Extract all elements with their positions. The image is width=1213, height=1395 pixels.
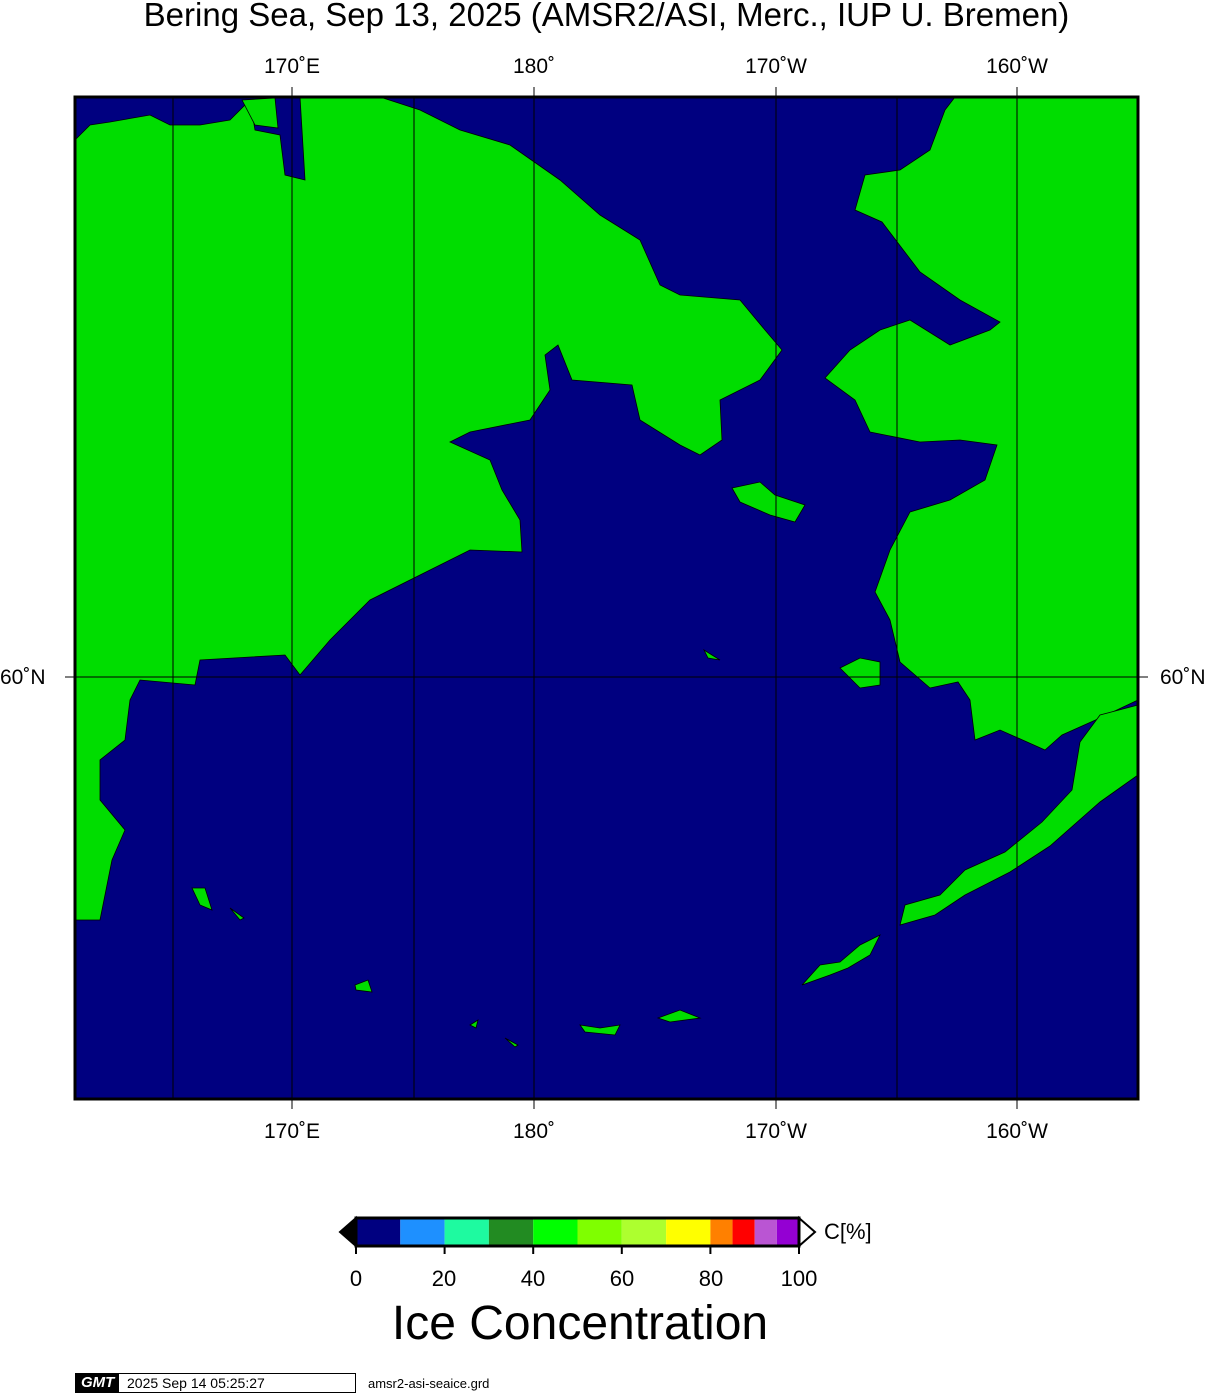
colorbar-bin	[621, 1218, 667, 1246]
colorbar-tick: 100	[780, 1266, 818, 1291]
gmt-logo: GMT	[75, 1373, 118, 1393]
lon-label-top: 170˚E	[263, 55, 321, 78]
lon-label-top: 180˚	[512, 55, 556, 78]
lon-label-bottom: 170˚W	[745, 1120, 807, 1143]
map-title: Bering Sea, Sep 13, 2025 (AMSR2/ASI, Mer…	[143, 0, 1070, 33]
colorbar-bin	[356, 1218, 401, 1246]
colorbar-bin	[732, 1218, 755, 1246]
alaska-peninsula	[899, 704, 1139, 926]
russia-landmass	[74, 96, 783, 921]
lat-label-right: 60˚N	[1160, 666, 1206, 689]
colorbar-tick: 60	[609, 1266, 635, 1291]
colorbar-tick: 20	[431, 1266, 457, 1291]
colorbar-bin	[400, 1218, 445, 1246]
colorbar-underflow-triangle	[338, 1215, 357, 1249]
top-left-island	[241, 97, 279, 129]
graticule	[65, 87, 1148, 1109]
colorbar-bin	[533, 1218, 578, 1246]
small-island	[504, 1037, 519, 1048]
lon-label-bottom: 180˚	[512, 1120, 556, 1143]
map-frame	[73, 95, 1140, 1101]
footer: GMT 2025 Sep 14 05:25:27 amsr2-asi-seaic…	[75, 1373, 489, 1393]
colorbar-bin	[577, 1218, 622, 1246]
small-island	[656, 1009, 702, 1023]
colorbar-bin	[488, 1218, 534, 1246]
colorbar	[338, 1215, 817, 1254]
small-island	[469, 1019, 479, 1029]
colorbar-tick: 40	[520, 1266, 546, 1291]
timestamp: 2025 Sep 14 05:25:27	[118, 1373, 356, 1393]
colorbar-tick: 80	[698, 1266, 724, 1291]
colorbar-frame	[354, 1216, 801, 1248]
st-matthew-island	[703, 648, 721, 661]
lon-label-bottom: 170˚E	[263, 1120, 321, 1143]
colorbar-bin	[754, 1218, 777, 1246]
lon-label-top: 170˚W	[745, 55, 807, 78]
commander-island-2	[229, 907, 245, 921]
colorbar-bin	[666, 1218, 711, 1246]
colorbar-overflow-triangle	[798, 1215, 817, 1249]
colorbar-bin	[776, 1218, 799, 1246]
lon-label-top: 160˚W	[986, 55, 1048, 78]
small-island	[354, 979, 373, 993]
colorbar-tick: 0	[349, 1266, 363, 1291]
aleutian-islands	[801, 934, 881, 986]
lon-label-bottom: 160˚W	[986, 1120, 1048, 1143]
lat-label-left: 60˚N	[0, 666, 46, 689]
alaska-landmass	[824, 96, 1139, 751]
commander-island	[191, 887, 213, 911]
nunivak-island	[839, 657, 881, 689]
colorbar-bin	[444, 1218, 489, 1246]
filename: amsr2-asi-seaice.grd	[368, 1375, 490, 1391]
colorbar-title: Ice Concentration	[391, 1297, 769, 1350]
small-island	[579, 1024, 621, 1036]
colorbar-unit: C[%]	[824, 1219, 872, 1244]
land	[74, 96, 1139, 1048]
colorbar-bin	[710, 1218, 733, 1246]
st-lawrence-island	[731, 481, 806, 523]
